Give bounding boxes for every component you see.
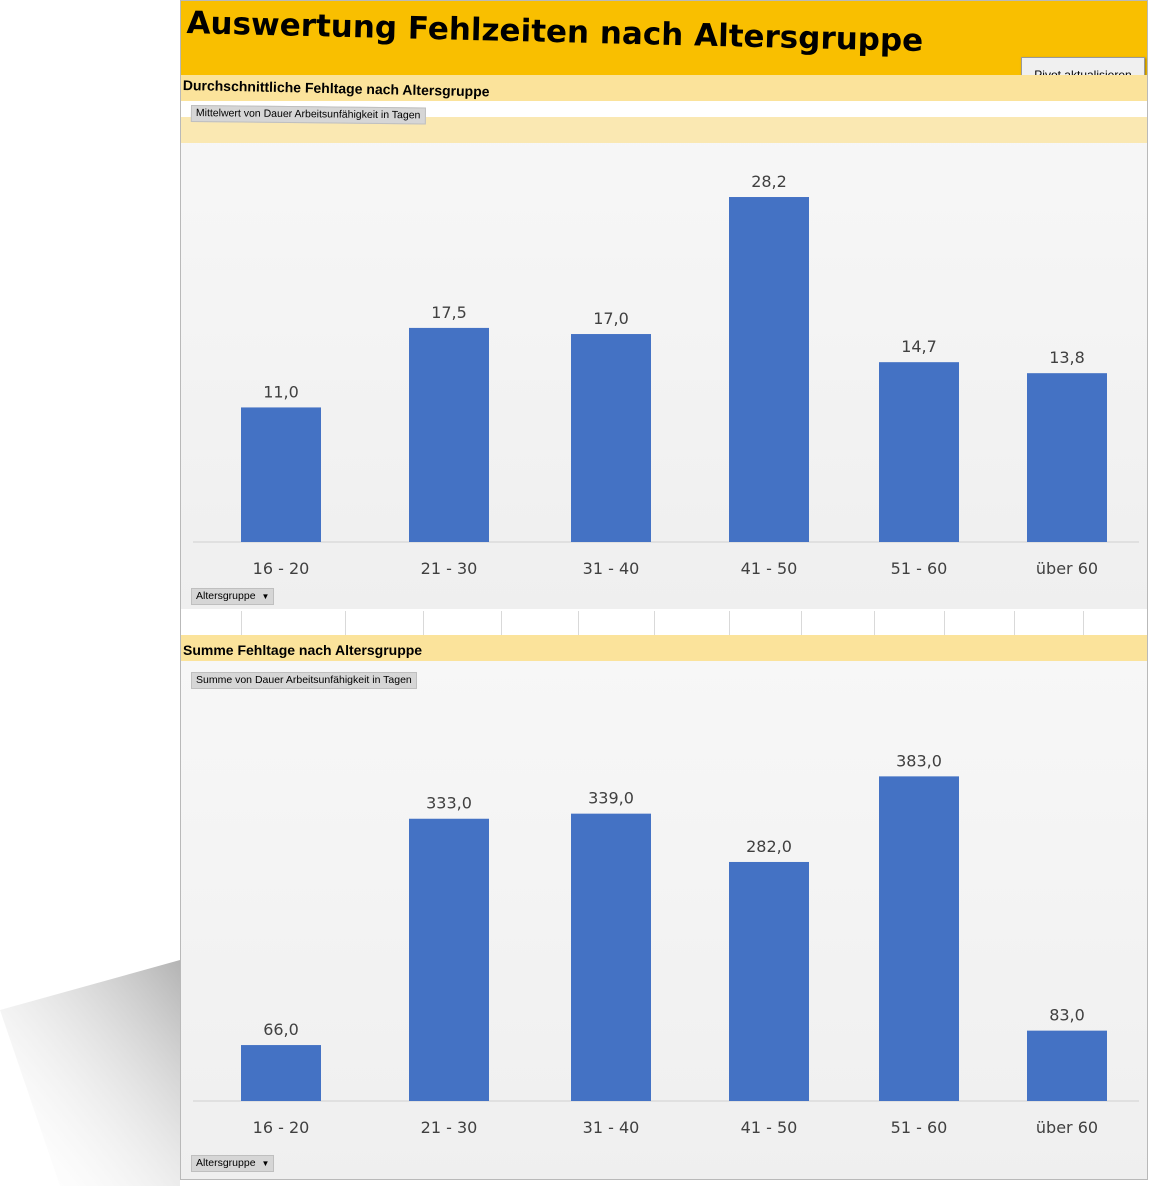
axis-filter-average[interactable]: Altersgruppe ▼	[191, 588, 275, 605]
x-tick-label: 31 - 40	[583, 1118, 640, 1137]
bar[interactable]	[879, 362, 959, 542]
bar[interactable]	[409, 818, 489, 1101]
grid-column-line	[1083, 611, 1084, 635]
data-label: 17,5	[431, 303, 467, 322]
grid-column-line	[241, 611, 242, 635]
page-shadow-shape	[0, 960, 180, 1186]
data-label: 17,0	[593, 309, 629, 328]
bar[interactable]	[879, 776, 959, 1101]
bar[interactable]	[1027, 373, 1107, 542]
bar[interactable]	[729, 197, 809, 542]
chart-sum: 66,0 16 - 20 333,0 21 - 30 339,0 31 - 40 282,0…	[193, 751, 1139, 1137]
bar[interactable]	[571, 334, 651, 542]
bar[interactable]	[1027, 1030, 1107, 1101]
grid-column-line	[874, 611, 875, 635]
chart-average-area: 11,0 16 - 20 17,5 21 - 30 17,0 31 - 40 28,2 41 …	[181, 117, 1147, 609]
data-label: 333,0	[426, 794, 472, 813]
chart-sum-area: 66,0 16 - 20 333,0 21 - 30 339,0 31 - 40 282,0…	[181, 661, 1147, 1179]
grid-column-line	[729, 611, 730, 635]
x-tick-label: 51 - 60	[891, 1118, 948, 1137]
dropdown-arrow-icon: ▼	[261, 592, 270, 601]
data-label: 14,7	[901, 337, 937, 356]
title-bar: Auswertung Fehlzeiten nach Altersgruppe	[181, 1, 1147, 89]
data-label: 339,0	[588, 789, 634, 808]
value-field-chip-sum[interactable]: Summe von Dauer Arbeitsunfähigkeit in Ta…	[191, 672, 417, 689]
data-label: 282,0	[746, 837, 792, 856]
axis-filter-label: Altersgruppe	[196, 590, 256, 602]
section-band-sum	[181, 635, 1147, 661]
x-tick-label: 41 - 50	[741, 1118, 798, 1137]
grid-column-line	[944, 611, 945, 635]
x-tick-label: 16 - 20	[253, 559, 310, 578]
grid-column-line	[1014, 611, 1015, 635]
data-label: 383,0	[896, 751, 942, 770]
value-field-chip-average[interactable]: Mittelwert von Dauer Arbeitsunfähigkeit …	[190, 105, 426, 125]
chart-average: 11,0 16 - 20 17,5 21 - 30 17,0 31 - 40 28,2 41 …	[193, 172, 1139, 578]
grid-column-line	[654, 611, 655, 635]
x-tick-label: über 60	[1036, 559, 1098, 578]
bar[interactable]	[571, 813, 651, 1101]
data-label: 11,0	[263, 382, 299, 401]
section-band-average	[181, 75, 1147, 101]
page-title: Auswertung Fehlzeiten nach Altersgruppe	[186, 5, 924, 59]
data-label: 28,2	[751, 172, 787, 191]
grid-column-line	[801, 611, 802, 635]
x-tick-label: 16 - 20	[253, 1118, 310, 1137]
bar[interactable]	[241, 1045, 321, 1101]
worksheet: Auswertung Fehlzeiten nach Altersgruppe …	[180, 0, 1148, 1180]
section-title-sum: Summe Fehltage nach Altersgruppe	[183, 642, 423, 658]
axis-filter-sum[interactable]: Altersgruppe ▼	[191, 1155, 275, 1172]
x-tick-label: 41 - 50	[741, 559, 798, 578]
x-tick-label: 51 - 60	[891, 559, 948, 578]
data-label: 13,8	[1049, 348, 1085, 367]
bar[interactable]	[729, 861, 809, 1101]
grid-column-line	[345, 611, 346, 635]
grid-column-line	[423, 611, 424, 635]
bar[interactable]	[241, 407, 321, 542]
x-tick-label: 21 - 30	[421, 1118, 478, 1137]
grid-column-line	[578, 611, 579, 635]
dropdown-arrow-icon: ▼	[261, 1159, 270, 1168]
bar[interactable]	[409, 327, 489, 542]
x-tick-label: über 60	[1036, 1118, 1098, 1137]
x-tick-label: 21 - 30	[421, 559, 478, 578]
x-tick-label: 31 - 40	[583, 559, 640, 578]
grid-row	[181, 611, 1147, 635]
data-label: 83,0	[1049, 1006, 1085, 1025]
grid-column-line	[501, 611, 502, 635]
axis-filter-label: Altersgruppe	[196, 1157, 256, 1169]
data-label: 66,0	[263, 1020, 299, 1039]
